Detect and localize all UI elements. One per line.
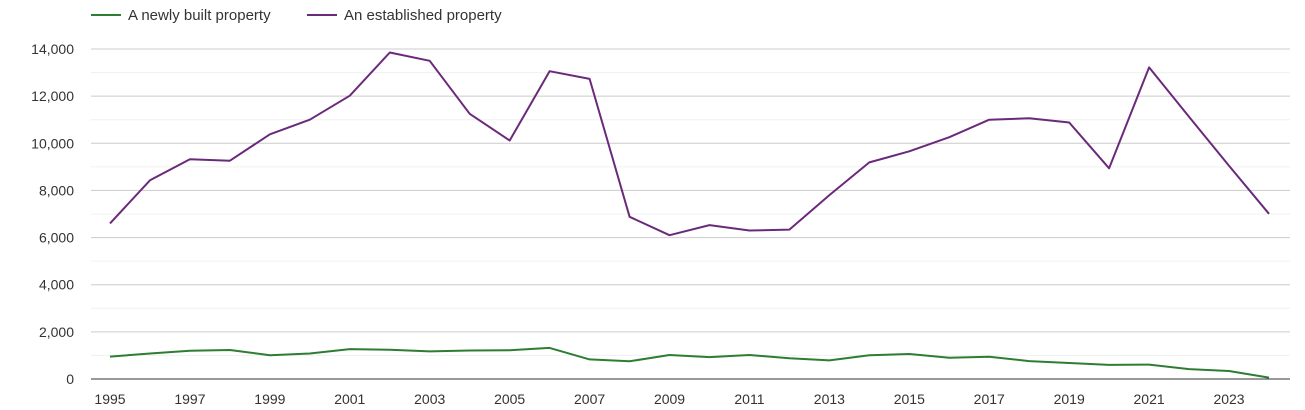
legend-label: An established property — [344, 7, 502, 24]
y-axis: 0 2,000 4,000 6,000 8,000 10,000 12,000 14,000 — [31, 41, 74, 387]
series-lines — [109, 51, 1270, 379]
legend: A newly built property An established pro… — [91, 7, 502, 24]
y-tick-label: 2,000 — [39, 324, 74, 340]
x-tick-label: 2021 — [1134, 391, 1165, 407]
x-tick-label: 1997 — [174, 391, 205, 407]
x-tick-label: 2023 — [1213, 391, 1244, 407]
x-tick-label: 2007 — [574, 391, 605, 407]
y-tick-label: 14,000 — [31, 41, 74, 57]
y-tick-label: 12,000 — [31, 88, 74, 104]
x-tick-label: 2017 — [974, 391, 1005, 407]
series-line-established — [109, 51, 1270, 237]
x-tick-label: 2019 — [1054, 391, 1085, 407]
x-tick-label: 2005 — [494, 391, 525, 407]
y-tick-label: 0 — [66, 371, 74, 387]
series-line-newly-built — [109, 346, 1270, 379]
x-tick-label: 1995 — [94, 391, 125, 407]
y-tick-label: 8,000 — [39, 182, 74, 198]
x-axis: 1995 1997 1999 2001 2003 2005 2007 2009 2011 2013… — [94, 391, 1244, 407]
x-tick-label: 2013 — [814, 391, 845, 407]
legend-label: A newly built property — [128, 7, 271, 24]
x-tick-label: 2009 — [654, 391, 685, 407]
x-tick-label: 1999 — [254, 391, 285, 407]
x-tick-label: 2015 — [894, 391, 925, 407]
gridlines — [91, 48, 1290, 380]
x-tick-label: 2011 — [734, 391, 764, 407]
y-tick-label: 4,000 — [39, 277, 74, 293]
y-tick-label: 10,000 — [31, 135, 74, 151]
x-tick-label: 2003 — [414, 391, 445, 407]
x-tick-label: 2001 — [334, 391, 365, 407]
y-tick-label: 6,000 — [39, 230, 74, 246]
